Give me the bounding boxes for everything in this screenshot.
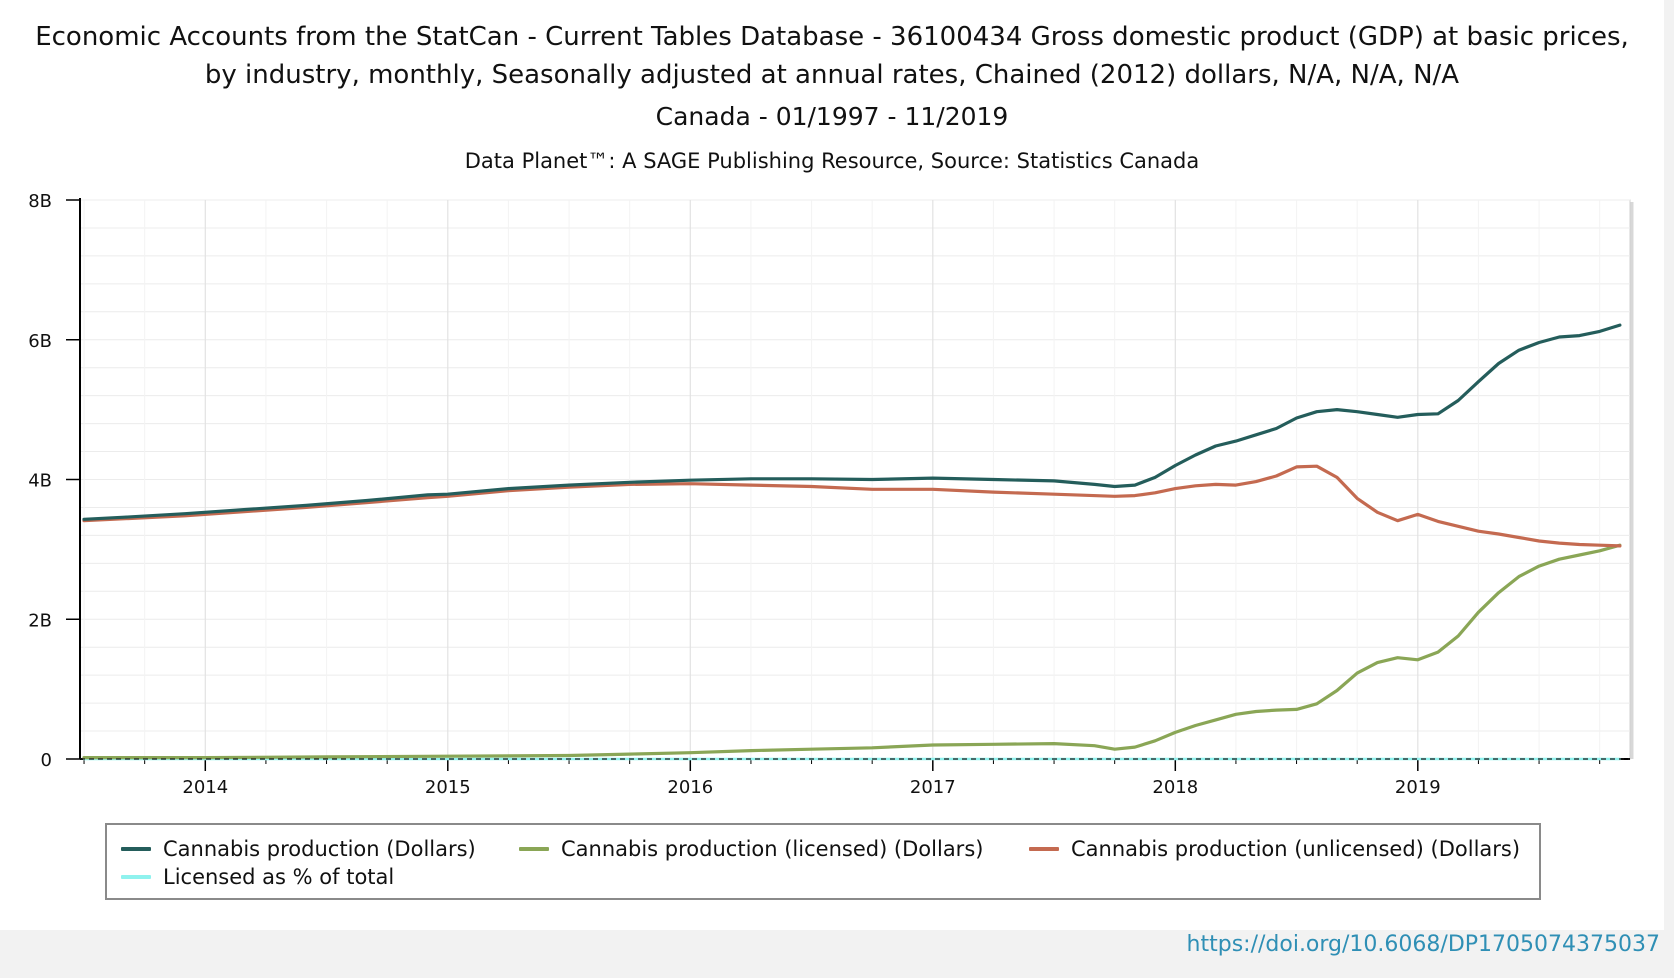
y-tick-label: 6B [28, 331, 52, 352]
x-tick-label: 2015 [425, 777, 471, 798]
legend-item-licensed[interactable]: Cannabis production (licensed) (Dollars) [519, 835, 983, 863]
legend-item-licensed-pct[interactable]: Licensed as % of total [121, 863, 394, 891]
chart-card: Economic Accounts from the StatCan - Cur… [0, 0, 1664, 930]
legend-item-total[interactable]: Cannabis production (Dollars) [121, 835, 476, 863]
legend-swatch-licensed [519, 847, 549, 851]
legend-swatch-unlicensed [1029, 847, 1059, 851]
y-tick-label: 8B [28, 191, 52, 212]
x-tick-label: 2016 [667, 777, 713, 798]
line-chart: 0 2B 4B 6B 8B 2014 2015 2016 2017 2018 2019 [28, 191, 1634, 798]
x-tick-label: 2019 [1395, 777, 1441, 798]
legend-swatch-total [121, 847, 151, 851]
x-tick-label: 2017 [910, 777, 956, 798]
legend-label-licensed: Cannabis production (licensed) (Dollars) [561, 837, 984, 861]
chart-title-line-1: Economic Accounts from the StatCan - Cur… [35, 22, 1629, 52]
legend-swatch-licensed-pct [121, 875, 151, 879]
y-tick-label: 4B [28, 471, 52, 492]
doi-link[interactable]: https://doi.org/10.6068/DP1705074375037 [1186, 932, 1660, 957]
legend-item-unlicensed[interactable]: Cannabis production (unlicensed) (Dollar… [1029, 835, 1520, 863]
x-tick-label: 2014 [182, 777, 228, 798]
x-tick-label: 2018 [1152, 777, 1198, 798]
y-tick-label: 2B [28, 610, 52, 631]
legend-label-total: Cannabis production (Dollars) [163, 837, 476, 861]
y-tick-label: 0 [41, 750, 52, 771]
legend-label-licensed-pct: Licensed as % of total [163, 865, 395, 889]
chart-source: Data Planet™: A SAGE Publishing Resource… [464, 149, 1200, 173]
chart-title-line-2: by industry, monthly, Seasonally adjuste… [204, 60, 1460, 90]
series-line-total [82, 323, 1622, 521]
series-line-licensed [82, 543, 1622, 760]
legend-label-unlicensed: Cannabis production (unlicensed) (Dollar… [1071, 837, 1521, 861]
chart-legend: Cannabis production (Dollars) Cannabis p… [105, 823, 1541, 900]
series-line-unlicensed [82, 464, 1622, 548]
chart-subtitle: Canada - 01/1997 - 11/2019 [655, 102, 1009, 131]
